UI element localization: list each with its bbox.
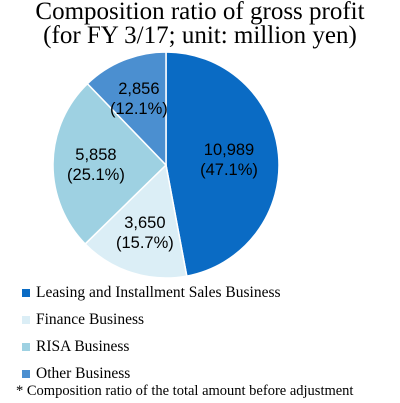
legend: Leasing and Installment Sales Business F…	[22, 284, 400, 392]
legend-item-finance: Finance Business	[22, 311, 400, 338]
pie-slice-other	[86, 51, 167, 167]
legend-swatch-finance	[22, 316, 30, 324]
slice-percent-label-leasing: (47.1%)	[200, 161, 258, 179]
slice-value-label-leasing: 10,989	[204, 141, 254, 159]
slice-value-label-risa: 5,858	[75, 146, 116, 164]
slice-value-label-other: 2,856	[118, 80, 159, 98]
pie-slice-finance	[84, 163, 188, 279]
slice-value-label-finance: 3,650	[124, 214, 165, 232]
legend-label-risa: RISA Business	[36, 338, 130, 355]
slice-percent-label-finance: (15.7%)	[116, 234, 174, 252]
legend-label-other: Other Business	[36, 365, 131, 382]
pie-chart: 10,989 (47.1%) 3,650 (15.7%) 5,858 (25.1%) 2,8…	[52, 51, 280, 279]
slice-percent-label-risa: (25.1%)	[67, 166, 125, 184]
legend-item-leasing: Leasing and Installment Sales Business	[22, 284, 400, 311]
pie-slice-leasing	[165, 51, 280, 277]
legend-swatch-leasing	[22, 289, 30, 297]
footnote: * Composition ratio of the total amount …	[16, 383, 354, 399]
legend-item-other: Other Business	[22, 365, 400, 392]
legend-item-risa: RISA Business	[22, 338, 400, 365]
legend-label-leasing: Leasing and Installment Sales Business	[36, 284, 281, 301]
chart-title-line-1: Composition ratio of gross profit	[35, 0, 365, 25]
legend-label-finance: Finance Business	[36, 311, 145, 328]
legend-swatch-other	[22, 370, 30, 378]
chart-title-line-2: (for FY 3/17; unit: million yen)	[43, 22, 357, 49]
pie-slice-risa	[52, 82, 168, 246]
slice-percent-label-other: (12.1%)	[110, 100, 168, 118]
legend-swatch-risa	[22, 343, 30, 351]
